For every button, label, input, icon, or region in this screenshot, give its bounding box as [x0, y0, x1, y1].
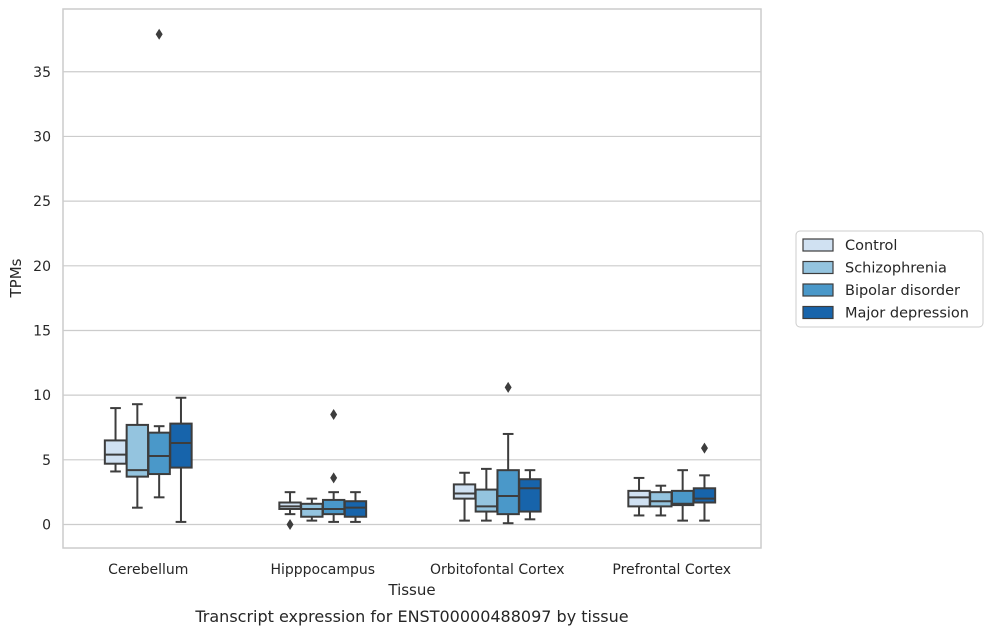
outlier-point — [330, 409, 338, 421]
outlier-point — [330, 472, 338, 484]
chart-title: Transcript expression for ENST0000048809… — [194, 607, 628, 626]
box-body — [147, 431, 171, 476]
legend-label: Schizophrenia — [845, 261, 947, 277]
box-body — [649, 491, 673, 508]
y-tick-label: 15 — [33, 323, 51, 339]
box-1-3 — [343, 491, 368, 523]
legend-label: Control — [845, 238, 897, 254]
box-0-1 — [125, 403, 150, 509]
box-3-3 — [692, 442, 717, 522]
box-2-1 — [474, 467, 499, 522]
box-body — [125, 423, 150, 478]
x-tick-label: Hipppocampus — [270, 562, 375, 578]
legend-label: Major depression — [845, 306, 969, 322]
legend: Control Schizophrenia Bipolar disorder Majo… — [795, 230, 984, 328]
box-0-0 — [103, 407, 128, 473]
outlier-point — [504, 381, 512, 393]
box-body — [474, 488, 499, 513]
outlier-point — [155, 28, 163, 40]
box-body — [300, 502, 324, 518]
legend-label: Bipolar disorder — [845, 283, 960, 299]
box-body — [518, 478, 542, 513]
box-3-2 — [670, 469, 695, 522]
y-tick-label: 5 — [42, 453, 51, 469]
box-2-2 — [496, 381, 520, 525]
y-tick-label: 25 — [33, 194, 51, 210]
box-0-3 — [169, 396, 193, 523]
y-tick-label: 10 — [33, 388, 51, 404]
box-body — [627, 489, 651, 508]
box-body — [692, 487, 717, 504]
y-axis-label: TPMs — [7, 258, 25, 298]
y-tick-label: 35 — [33, 65, 51, 81]
box-1-0 — [278, 491, 302, 530]
legend-swatch — [802, 283, 834, 297]
boxes — [103, 28, 717, 530]
x-tick-label: Orbitofontal Cortex — [430, 562, 565, 578]
x-tick-label: Prefrontal Cortex — [612, 562, 731, 578]
legend-swatch — [802, 238, 834, 252]
box-body — [452, 483, 477, 500]
outlier-point — [700, 442, 708, 454]
box-3-0 — [627, 476, 651, 517]
y-tick-label: 20 — [33, 259, 51, 275]
legend-swatch — [802, 260, 834, 275]
box-0-2 — [147, 28, 171, 499]
y-tick-label: 0 — [42, 518, 51, 534]
box-2-3 — [518, 469, 542, 521]
box-body — [496, 469, 520, 516]
box-1-2 — [321, 409, 346, 523]
outlier-point — [286, 519, 294, 530]
plot-frame — [62, 8, 762, 549]
box-2-0 — [452, 471, 477, 522]
box-body — [321, 498, 346, 516]
x-tick-label: Cerebellum — [108, 562, 188, 578]
x-axis-label: Tissue — [387, 581, 435, 599]
legend-frame — [795, 230, 984, 328]
box-body — [169, 422, 193, 469]
y-tick-labels: 0 5 10 15 20 25 30 35 — [33, 65, 51, 534]
y-tick-label: 30 — [33, 129, 51, 145]
box-1-1 — [300, 497, 324, 522]
x-tick-labels: Cerebellum Hipppocampus Orbitofontal Corte… — [108, 562, 731, 578]
box-body — [103, 439, 128, 465]
legend-swatch — [802, 305, 834, 320]
box-3-1 — [649, 484, 673, 517]
box-body — [343, 500, 368, 518]
